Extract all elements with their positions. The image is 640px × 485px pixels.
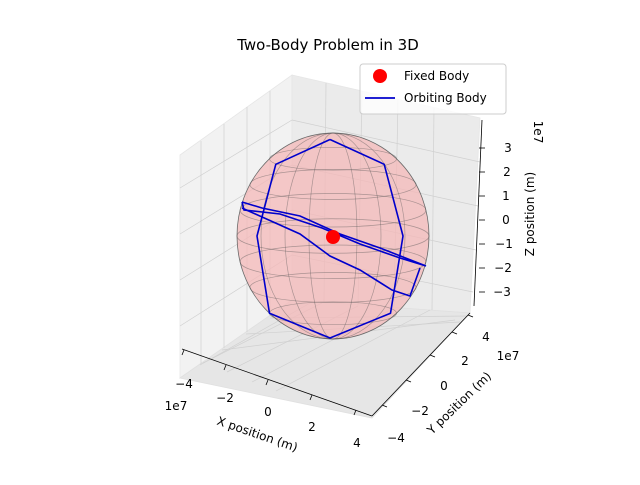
- x-tick-labels: −4 −2 0 2 4: [175, 377, 361, 450]
- z-tick-label: 2: [503, 165, 511, 179]
- z-tick-label: −1: [495, 237, 513, 251]
- y-axis-line: [371, 312, 471, 417]
- z-tick-label: 1: [502, 189, 510, 203]
- y-tick-mark: [429, 354, 436, 358]
- y-tick-mark: [381, 404, 388, 408]
- grid-line: [179, 119, 293, 189]
- x-tick-label: 0: [264, 405, 272, 419]
- legend: Fixed Body Orbiting Body: [359, 63, 507, 115]
- sphere-parallel: [249, 272, 417, 303]
- legend-fixed-body-marker: [373, 69, 387, 83]
- tick-marks: [181, 147, 485, 416]
- y-tick-mark: [451, 331, 458, 335]
- orbit-path: [256, 138, 404, 339]
- orbit-layer: [241, 138, 427, 339]
- legend-box: [359, 63, 507, 115]
- sphere-parallel: [236, 218, 430, 254]
- x-tick-label: −2: [216, 391, 234, 405]
- chart-title: Two-Body Problem in 3D: [236, 36, 419, 54]
- x-tick-mark: [181, 349, 185, 356]
- z-tick-label: −2: [494, 261, 512, 275]
- y-tick-label: 2: [461, 354, 469, 368]
- fixed-body-marker: [326, 230, 340, 244]
- sphere-meridian: [308, 132, 358, 340]
- sphere-parallel: [239, 193, 427, 228]
- x-tick-mark: [223, 364, 227, 371]
- sphere-parallel: [249, 169, 417, 200]
- sphere-meridian: [284, 132, 382, 340]
- grid-line: [291, 119, 481, 163]
- y-tick-label: 4: [482, 330, 490, 344]
- y-tick-label: 0: [440, 379, 448, 393]
- sphere-parallel: [239, 244, 427, 279]
- x-axis-label: X position (m): [215, 414, 299, 455]
- orbit-trace-band: [241, 201, 427, 267]
- orbit-trace-lower: [241, 207, 421, 298]
- sphere-meridian: [260, 132, 406, 340]
- z-offset-label: 1e7: [531, 121, 545, 144]
- y-tick-label: −2: [411, 404, 429, 418]
- y-tick-mark: [467, 314, 474, 318]
- grid-line: [431, 107, 435, 311]
- sphere-parallel: [269, 146, 397, 171]
- z-axis-label: Z position (m): [523, 172, 537, 256]
- z-tick-label: −3: [493, 285, 511, 299]
- x-tick-label: 2: [308, 420, 316, 434]
- x-tick-mark: [353, 409, 357, 416]
- z-tick-labels: 3 2 1 0 −1 −2 −3: [493, 141, 513, 299]
- x-tick-mark: [265, 379, 269, 386]
- x-tick-mark: [309, 394, 313, 401]
- y-axis-label: Y position (m): [424, 369, 495, 438]
- x-tick-label: 4: [353, 436, 361, 450]
- y-offset-label: 1e7: [497, 349, 520, 363]
- x-tick-label: −4: [175, 377, 193, 391]
- legend-orbiting-body-label: Orbiting Body: [404, 91, 487, 105]
- grid-line: [275, 309, 431, 392]
- y-tick-labels: −4 −2 0 2 4: [387, 330, 490, 445]
- y-tick-mark: [405, 379, 412, 383]
- x-offset-label: 1e7: [165, 399, 188, 413]
- z-axis-line: [473, 119, 483, 307]
- x-axis-line: [181, 348, 373, 417]
- z-tick-label: 3: [504, 141, 512, 155]
- z-tick-label: 0: [502, 213, 510, 227]
- y-tick-label: −4: [387, 431, 405, 445]
- legend-fixed-body-label: Fixed Body: [404, 69, 469, 83]
